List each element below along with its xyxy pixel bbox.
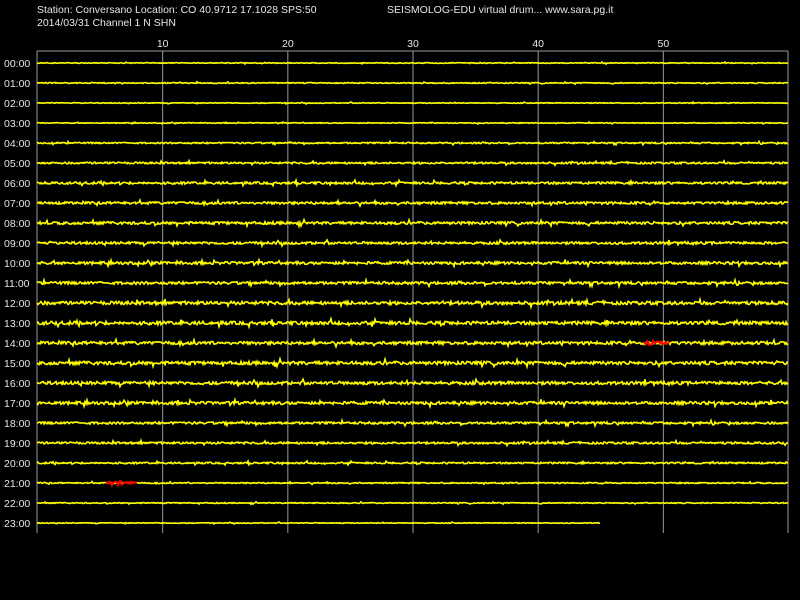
trace-row bbox=[36, 296, 789, 311]
row-time-label: 15:00 bbox=[4, 358, 30, 370]
trace-row bbox=[36, 521, 601, 526]
row-time-label: 21:00 bbox=[4, 478, 30, 490]
traces bbox=[36, 60, 789, 526]
row-time-label: 17:00 bbox=[4, 398, 30, 410]
trace-row bbox=[36, 316, 789, 330]
trace-row bbox=[36, 438, 789, 448]
events bbox=[105, 338, 670, 488]
x-tick-label: 10 bbox=[157, 38, 169, 50]
trace-row bbox=[36, 60, 789, 66]
seismic-event-trace bbox=[105, 480, 138, 488]
row-time-label: 14:00 bbox=[4, 338, 30, 350]
row-time-label: 00:00 bbox=[4, 58, 30, 70]
brand-label: SEISMOLOG-EDU virtual drum... www.sara.p… bbox=[387, 4, 614, 16]
trace-row bbox=[36, 177, 789, 188]
trace-row bbox=[36, 417, 789, 429]
row-time-label: 18:00 bbox=[4, 418, 30, 430]
date-channel: 2014/03/31 Channel 1 N SHN bbox=[37, 17, 176, 29]
trace-row bbox=[36, 120, 789, 126]
trace-row bbox=[36, 458, 789, 467]
row-time-label: 09:00 bbox=[4, 238, 30, 250]
row-time-label: 06:00 bbox=[4, 178, 30, 190]
row-time-label: 22:00 bbox=[4, 498, 30, 510]
row-time-label: 01:00 bbox=[4, 78, 30, 90]
trace-row bbox=[36, 276, 789, 290]
trace-row bbox=[36, 198, 789, 208]
row-time-label: 07:00 bbox=[4, 198, 30, 210]
trace-row bbox=[36, 139, 789, 147]
trace-row bbox=[36, 158, 789, 168]
trace-row bbox=[36, 100, 789, 106]
trace-row bbox=[36, 396, 789, 410]
x-tick-label: 20 bbox=[282, 38, 294, 50]
row-time-label: 04:00 bbox=[4, 138, 30, 150]
station-info: Station: Conversano Location: CO 40.9712… bbox=[37, 4, 317, 16]
trace-row bbox=[36, 500, 789, 506]
row-time-label: 20:00 bbox=[4, 458, 30, 470]
row-time-label: 23:00 bbox=[4, 518, 30, 530]
trace-row bbox=[36, 80, 789, 86]
grid bbox=[36, 50, 789, 533]
trace-row bbox=[36, 356, 789, 370]
row-labels: 00:00 01:00 02:00 03:00 04:00 05:00 06:00 07:00… bbox=[4, 58, 30, 530]
trace-row bbox=[36, 480, 789, 486]
row-time-label: 12:00 bbox=[4, 298, 30, 310]
x-tick-label: 40 bbox=[532, 38, 544, 50]
row-time-label: 03:00 bbox=[4, 118, 30, 130]
x-axis-ticks: 10 20 30 40 50 bbox=[157, 38, 670, 50]
x-tick-label: 50 bbox=[657, 38, 669, 50]
row-time-label: 08:00 bbox=[4, 218, 30, 230]
trace-row bbox=[36, 257, 789, 269]
trace-row bbox=[36, 238, 789, 249]
trace-row bbox=[36, 217, 789, 230]
row-time-label: 19:00 bbox=[4, 438, 30, 450]
row-time-label: 05:00 bbox=[4, 158, 30, 170]
trace-row bbox=[36, 376, 789, 390]
row-time-label: 11:00 bbox=[4, 278, 30, 290]
row-time-label: 16:00 bbox=[4, 378, 30, 390]
row-time-label: 10:00 bbox=[4, 258, 30, 270]
row-time-label: 13:00 bbox=[4, 318, 30, 330]
seismic-event-trace bbox=[643, 338, 670, 347]
x-tick-label: 30 bbox=[407, 38, 419, 50]
row-time-label: 02:00 bbox=[4, 98, 30, 110]
